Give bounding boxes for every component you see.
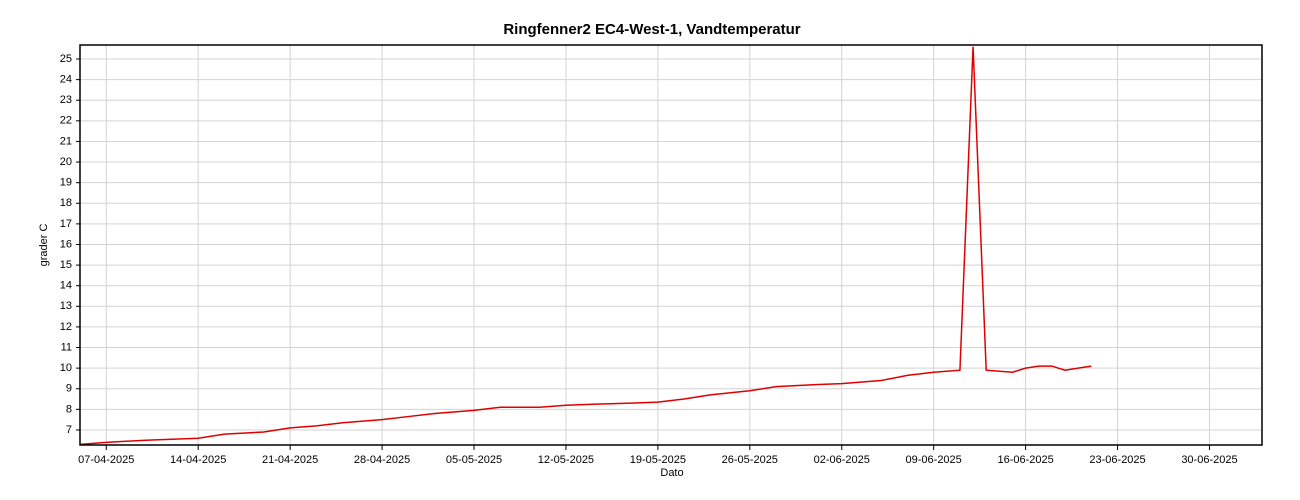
plot-frame — [79, 44, 1263, 446]
y-tick-label: 14 — [60, 280, 72, 292]
y-tick-label: 8 — [66, 403, 72, 415]
x-tick-label: 19-05-2025 — [630, 454, 686, 466]
y-axis-label: grader C — [38, 224, 50, 267]
y-tick-label: 13 — [60, 300, 72, 312]
y-tick-label: 18 — [60, 197, 72, 209]
x-tick-label: 05-05-2025 — [446, 454, 502, 466]
y-tick-label: 15 — [60, 259, 72, 271]
x-tick-label: 09-06-2025 — [906, 454, 962, 466]
y-tick-label: 25 — [60, 53, 72, 65]
y-tick-label: 23 — [60, 94, 72, 106]
x-tick-label: 12-05-2025 — [538, 454, 594, 466]
y-tick-label: 22 — [60, 115, 72, 127]
y-tick-label: 10 — [60, 362, 72, 374]
x-tick-label: 16-06-2025 — [997, 454, 1053, 466]
x-tick-label: 07-04-2025 — [78, 454, 134, 466]
y-tick-label: 12 — [60, 321, 72, 333]
y-tick-label: 17 — [60, 218, 72, 230]
x-tick-label: 21-04-2025 — [262, 454, 318, 466]
y-tick-label: 20 — [60, 156, 72, 168]
y-tick-label: 19 — [60, 177, 72, 189]
y-tick-label: 24 — [60, 74, 72, 86]
chart-title: Ringfenner2 EC4-West-1, Vandtemperatur — [503, 21, 800, 38]
x-tick-label: 02-06-2025 — [814, 454, 870, 466]
data-line — [80, 46, 1092, 445]
y-tick-label: 21 — [60, 135, 72, 147]
y-tick-label: 9 — [66, 383, 72, 395]
x-axis-label: Dato — [660, 467, 683, 479]
y-tick-label: 7 — [66, 424, 72, 436]
x-tick-label: 30-06-2025 — [1181, 454, 1237, 466]
x-tick-label: 26-05-2025 — [722, 454, 778, 466]
x-tick-label: 28-04-2025 — [354, 454, 410, 466]
x-tick-label: 14-04-2025 — [170, 454, 226, 466]
y-tick-label: 11 — [61, 341, 72, 353]
x-tick-label: 23-06-2025 — [1089, 454, 1145, 466]
y-tick-label: 16 — [60, 238, 72, 250]
